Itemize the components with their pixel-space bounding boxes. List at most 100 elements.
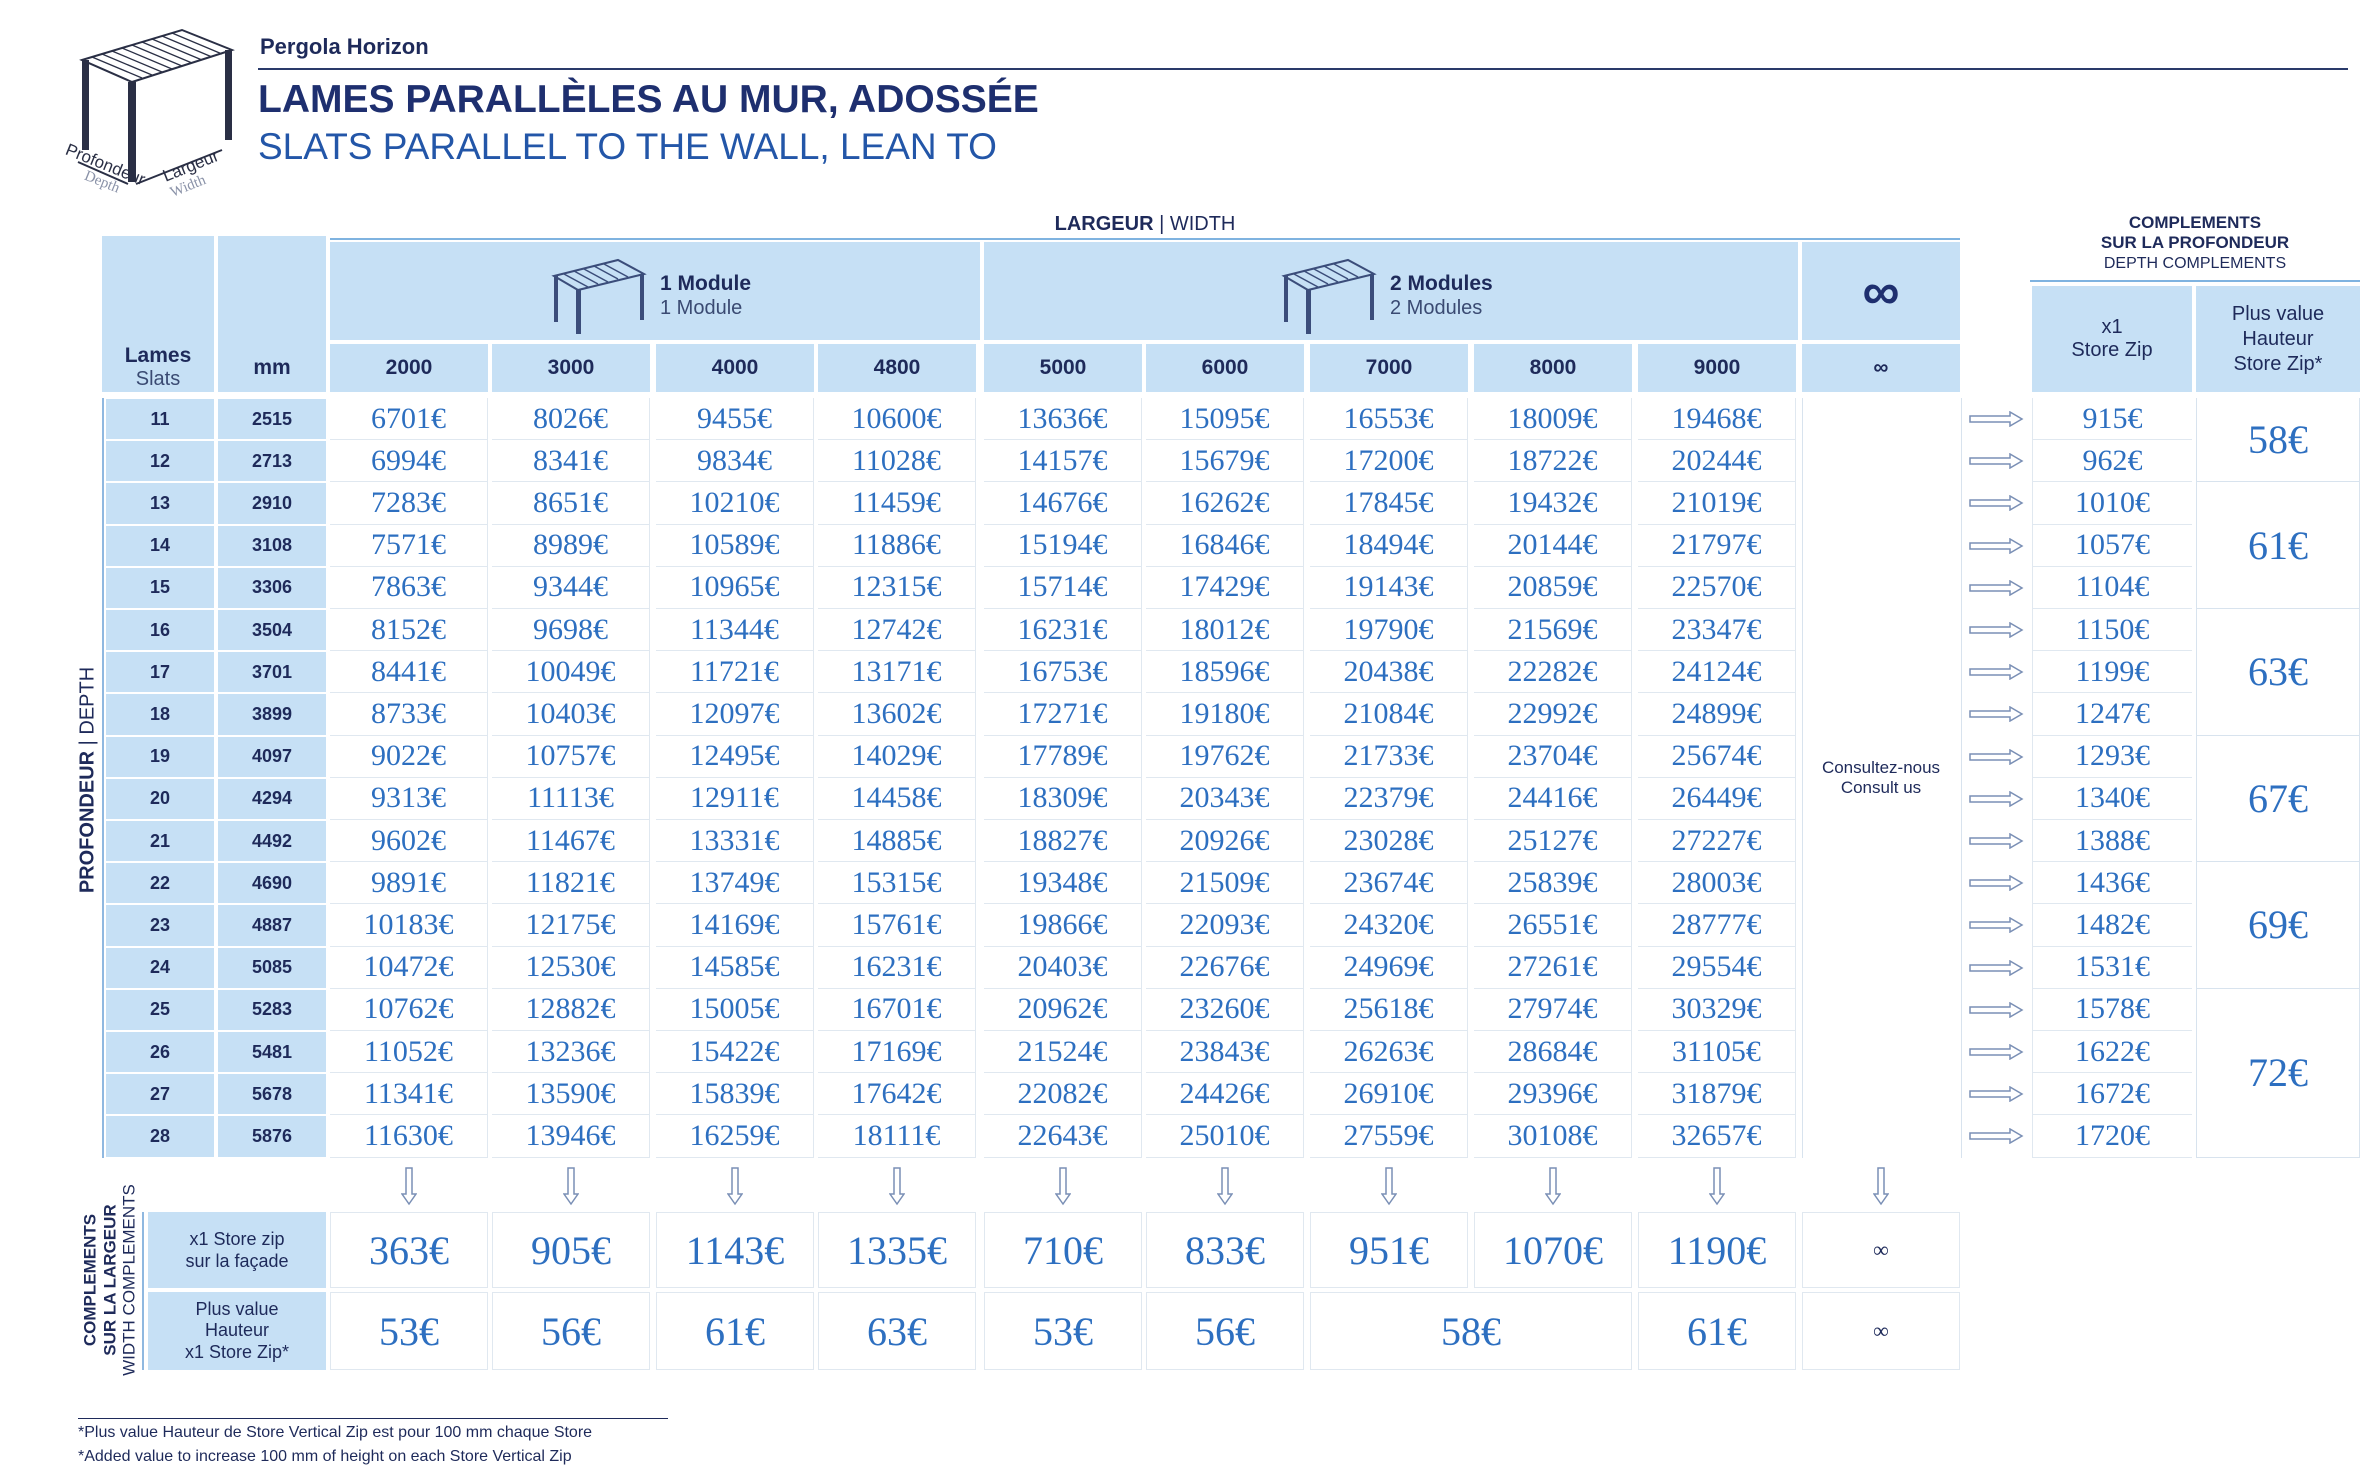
price-cell: 27559€ [1310,1115,1468,1158]
brand-name: Pergola Horizon [260,34,429,59]
price-cell: 16846€ [1146,524,1304,567]
price-cell: 19762€ [1146,735,1304,778]
height-value-cell: 69€ [2196,862,2360,989]
pergola-diagram-icon [77,28,235,185]
price-cell: 17200€ [1310,440,1468,483]
width-comp-row1-header: x1 Store zip sur la façade [148,1212,326,1288]
price-cell: 15422€ [656,1031,814,1074]
mm-cell: 4492 [218,821,326,862]
height-col-line1: Plus value [2231,302,2325,325]
width-col-header: 5000 [984,344,1142,392]
price-cell: 14885€ [818,820,976,863]
arrow-right-icon [1969,579,2024,596]
price-cell: 26910€ [1310,1073,1468,1116]
width-col-header: 2000 [330,344,488,392]
price-cell: 21569€ [1474,609,1632,652]
price-cell: 32657€ [1638,1115,1796,1158]
zip-cell: 1247€ [2032,693,2192,736]
price-cell: 24124€ [1638,651,1796,694]
page-subtitle: SLATS PARALLEL TO THE WALL, LEAN TO [258,126,997,167]
price-cell: 16553€ [1310,398,1468,441]
price-cell: 22643€ [984,1115,1142,1158]
price-cell: 13602€ [818,693,976,736]
price-cell: 28777€ [1638,904,1796,947]
price-cell: 12315€ [818,566,976,609]
arrow-right-icon [1969,706,2024,723]
price-cell: 11052€ [330,1031,488,1074]
width-comp-row1-line2: sur la façade [185,1251,289,1271]
infinity-symbol: ∞ [1862,263,1900,321]
zip-cell: 1482€ [2032,904,2192,947]
zip-col-line2: Store Zip [2071,339,2153,361]
price-cell: 15095€ [1146,398,1304,441]
zip-cell: 962€ [2032,440,2192,483]
zip-cell: 1199€ [2032,651,2192,694]
zip-cell: 1150€ [2032,609,2192,652]
consult-en: Consult us [1840,778,1922,798]
width-col-header: ∞ [1802,344,1960,392]
price-cell: 30329€ [1638,988,1796,1031]
price-cell: 12882€ [492,988,650,1031]
width-height-cell: ∞ [1802,1292,1960,1370]
arrow-down-icon [401,1167,417,1206]
price-cell: 26449€ [1638,777,1796,820]
price-cell: 8651€ [492,482,650,525]
arrow-down-icon [889,1167,905,1206]
width-col-header: 4800 [818,344,976,392]
height-value-cell: 67€ [2196,735,2360,863]
price-cell: 8152€ [330,609,488,652]
width-comp-row2-line2: Hauteur [204,1320,270,1341]
price-cell: 19432€ [1474,482,1632,525]
width-height-cell: 61€ [656,1292,814,1370]
depth-comp-title-1: COMPLEMENTS [2128,213,2262,232]
width-col-header: 6000 [1146,344,1304,392]
width-zip-cell: 1143€ [656,1212,814,1288]
mm-cell: 4887 [218,905,326,946]
arrow-down-icon [1545,1167,1561,1206]
price-cell: 28003€ [1638,862,1796,905]
width-comp-row2-line3: x1 Store Zip* [184,1341,290,1362]
mm-cell: 3306 [218,567,326,608]
price-cell: 28684€ [1474,1031,1632,1074]
page-title: LAMES PARALLÈLES AU MUR, ADOSSÉE [258,78,1039,121]
arrow-right-icon [1969,959,2024,976]
lames-header [102,236,214,392]
height-value-cell: 72€ [2196,988,2360,1158]
price-cell: 22282€ [1474,651,1632,694]
arrow-right-icon [1969,453,2024,470]
price-cell: 15194€ [984,524,1142,567]
price-cell: 14585€ [656,946,814,989]
lames-cell: 16 [106,610,214,651]
price-cell: 15679€ [1146,440,1304,483]
price-cell: 19468€ [1638,398,1796,441]
pergola-module-icon [551,258,647,334]
lames-cell: 19 [106,736,214,777]
width-header-en: | WIDTH [1159,213,1236,235]
price-cell: 9344€ [492,566,650,609]
price-cell: 23347€ [1638,609,1796,652]
zip-cell: 1388€ [2032,820,2192,863]
price-cell: 13331€ [656,820,814,863]
width-height-cell: 56€ [492,1292,650,1370]
price-cell: 21509€ [1146,862,1304,905]
height-value-cell: 63€ [2196,609,2360,736]
price-cell: 8026€ [492,398,650,441]
price-cell: 18012€ [1146,609,1304,652]
width-col-header: 7000 [1310,344,1468,392]
price-cell: 9698€ [492,609,650,652]
lames-cell: 20 [106,778,214,819]
width-zip-cell: 1335€ [818,1212,976,1288]
arrow-down-icon [727,1167,743,1206]
price-cell: 25618€ [1310,988,1468,1031]
lames-cell: 24 [106,947,214,988]
mm-cell: 4097 [218,736,326,777]
module1-label: 1 Module [660,272,752,295]
lames-cell: 26 [106,1032,214,1073]
price-cell: 13590€ [492,1073,650,1116]
width-height-cell: 58€ [1310,1292,1632,1370]
price-cell: 29554€ [1638,946,1796,989]
price-cell: 10762€ [330,988,488,1031]
price-cell: 11721€ [656,651,814,694]
arrow-right-icon [1969,622,2024,638]
width-zip-cell: 363€ [330,1212,488,1288]
